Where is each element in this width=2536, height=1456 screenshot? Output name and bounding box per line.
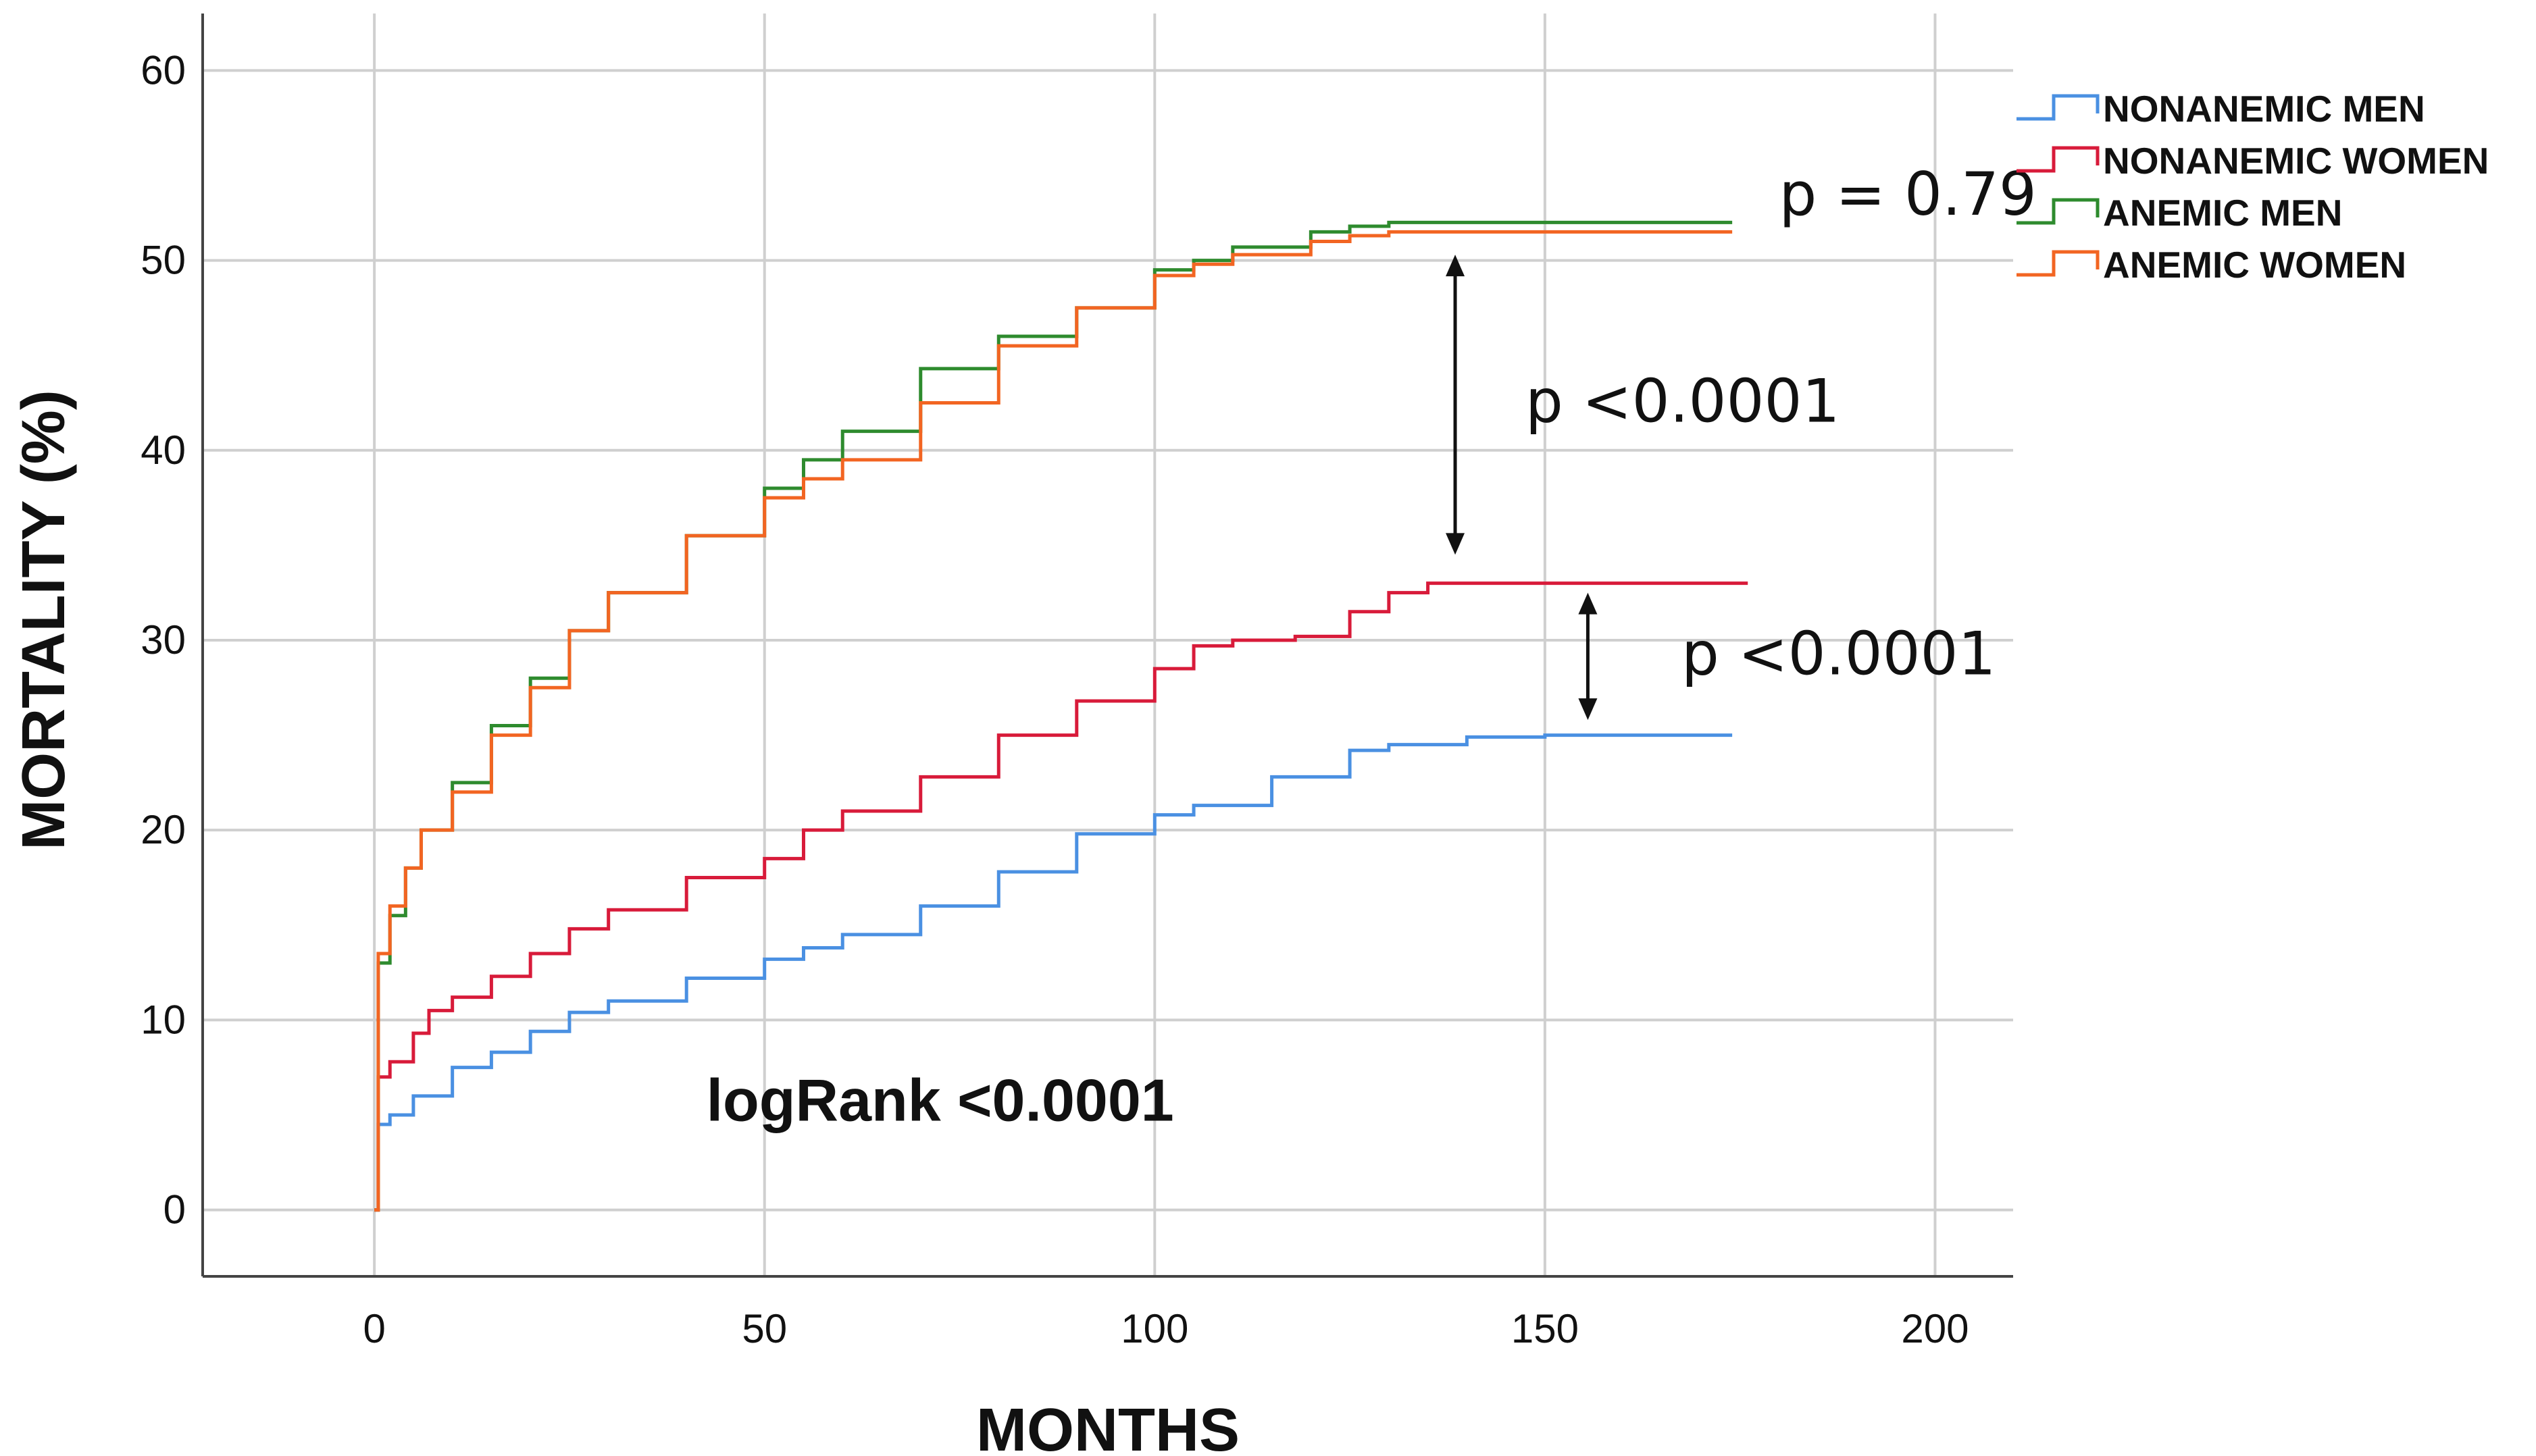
x-tick-label: 150 [1511, 1306, 1579, 1351]
x-tick-label: 50 [742, 1306, 787, 1351]
series-line-nonanemic-men [374, 733, 1733, 1212]
series-lines [374, 220, 1748, 1212]
legend-swatch [2017, 250, 2100, 277]
legend-item-anemic-women: ANEMIC WOMEN [2017, 244, 2406, 286]
x-tick-label: 200 [1901, 1306, 1969, 1351]
significance-arrows [1446, 255, 1598, 721]
x-tick-labels: 0 50 100 150 200 [363, 1306, 1969, 1351]
legend-label: NONANEMIC MEN [2103, 88, 2425, 130]
legend-swatch [2017, 94, 2100, 121]
logrank-annotation: logRank <0.0001 [707, 1066, 1174, 1133]
legend-label: NONANEMIC WOMEN [2103, 140, 2489, 182]
series-line-anemic-women [374, 230, 1733, 1212]
y-tick-label: 40 [141, 427, 186, 473]
y-tick-label: 0 [163, 1187, 186, 1232]
y-tick-label: 50 [141, 238, 186, 283]
x-tick-label: 100 [1121, 1306, 1188, 1351]
legend-swatch [2017, 146, 2100, 173]
legend-item-nonanemic-men: NONANEMIC MEN [2017, 88, 2425, 130]
y-tick-labels: 0 10 20 30 40 50 60 [141, 47, 186, 1232]
series-line-nonanemic-women [374, 581, 1748, 1212]
double-arrow [1578, 592, 1598, 721]
p-value-annotation: p = 0.79 [1779, 159, 2036, 229]
legend-label: ANEMIC WOMEN [2103, 244, 2406, 286]
grid-lines [203, 14, 2013, 1276]
x-tick-label: 0 [363, 1306, 385, 1351]
annotations: p = 0.79 p <0.0001 p <0.0001 logRank <0.000… [707, 159, 2037, 1133]
legend-label: ANEMIC MEN [2103, 192, 2342, 234]
y-tick-label: 30 [141, 617, 186, 662]
y-tick-label: 10 [141, 997, 186, 1042]
legend-swatch [2017, 198, 2100, 225]
p-value-annotation: p <0.0001 [1681, 619, 1996, 689]
legend-item-nonanemic-women: NONANEMIC WOMEN [2017, 140, 2489, 182]
y-tick-label: 60 [141, 47, 186, 93]
axes [201, 14, 2013, 1278]
legend: NONANEMIC MEN NONANEMIC WOMEN ANEMIC MEN AN… [2017, 88, 2489, 286]
x-axis-title: MONTHS [976, 1397, 1240, 1456]
p-value-annotation: p <0.0001 [1525, 367, 1840, 436]
y-tick-label: 20 [141, 807, 186, 852]
y-axis-title: MORTALITY (%) [10, 390, 78, 850]
double-arrow [1446, 255, 1465, 555]
legend-item-anemic-men: ANEMIC MEN [2017, 192, 2342, 234]
